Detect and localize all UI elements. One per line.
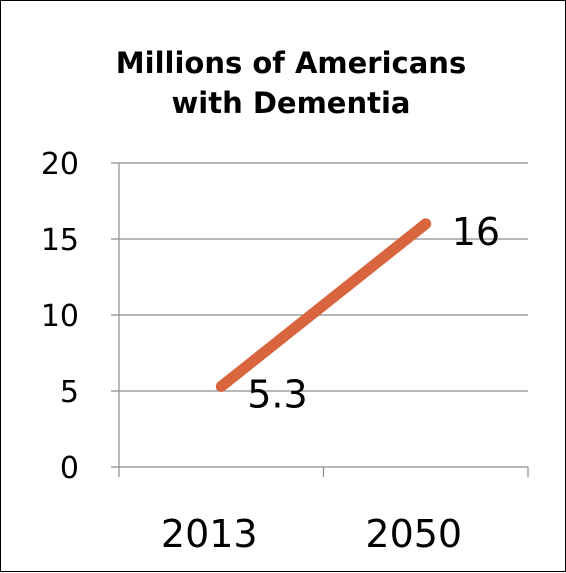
series-line-0 (215, 218, 432, 392)
x-tick-label-2050: 2050 (365, 512, 462, 556)
chart-title-line-2: with Dementia (172, 86, 411, 120)
series-layer (215, 218, 432, 392)
y-tick-label-15: 15 (41, 223, 79, 258)
gridlines (111, 162, 528, 392)
chart-title-line-1: Millions of Americans (116, 46, 466, 80)
y-tick-label-5: 5 (60, 375, 79, 410)
axes (111, 163, 529, 477)
data-labels: 5.3 16 (247, 210, 500, 417)
y-axis-tick-labels: 0 5 10 15 20 (41, 147, 79, 486)
x-axis-tick-labels: 2013 2050 (161, 512, 462, 556)
y-tick-label-10: 10 (41, 299, 79, 334)
x-tick-label-2013: 2013 (161, 512, 258, 556)
y-tick-label-20: 20 (41, 147, 79, 182)
data-label-2013: 5.3 (247, 372, 307, 416)
y-tick-label-0: 0 (60, 451, 79, 486)
data-label-2050: 16 (452, 210, 500, 254)
